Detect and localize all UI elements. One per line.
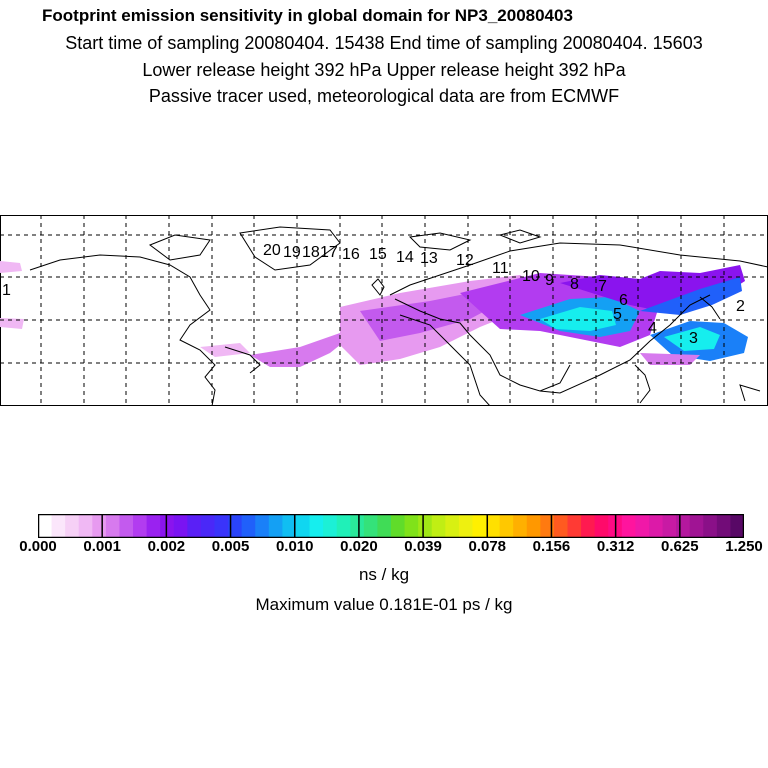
trajectory-label: 15 [369, 246, 387, 263]
colorbar-cell [350, 514, 365, 538]
colorbar-cell [282, 514, 297, 538]
colorbar-cell [133, 514, 148, 538]
colorbar-tick-label: 0.010 [275, 538, 314, 555]
trajectory-label: 11 [492, 260, 509, 277]
colorbar-cell [635, 514, 650, 538]
colorbar-cell [431, 514, 446, 538]
trajectory-label: 13 [420, 250, 438, 267]
colorbar-cell [445, 514, 460, 538]
colorbar-cell [418, 514, 433, 538]
colorbar-units: ns / kg [358, 565, 410, 584]
colorbar-cell [716, 514, 732, 538]
trajectory-label: 12 [456, 252, 474, 269]
colorbar-cell [594, 514, 609, 538]
colorbar-cell [78, 514, 93, 538]
trajectory-label: 1 [2, 282, 11, 299]
colorbar-cell [119, 514, 134, 538]
colorbar-cell [458, 514, 474, 538]
colorbar-cell [648, 514, 664, 538]
colorbar-cell [38, 514, 53, 538]
colorbar-cell [105, 514, 121, 538]
colorbar-cell [404, 514, 419, 538]
colorbar-cell [363, 514, 379, 538]
colorbar-cell [567, 514, 582, 538]
trajectory-label: 8 [570, 276, 579, 293]
trajectory-label: 7 [598, 278, 607, 295]
colorbar-cell [214, 514, 229, 538]
colorbar-tick-label: 0.039 [404, 538, 442, 555]
sampling-time-line: Start time of sampling 20080404. 15438 E… [65, 33, 703, 53]
colorbar-tick-label: 0.005 [211, 538, 250, 555]
footprint-map: 1 2 3 4 5 6 7 8 9 10 11 12 13 14 15 16 1… [0, 215, 768, 406]
colorbar-tick-label: 0.020 [340, 538, 378, 555]
colorbar-cell [662, 514, 677, 538]
colorbar-cell [377, 514, 392, 538]
trajectory-label: 20 [263, 242, 281, 259]
colorbar-cell [309, 514, 324, 538]
colorbar-cell [228, 514, 243, 538]
trajectory-label: 3 [689, 330, 698, 347]
colorbar-cell [703, 514, 718, 538]
trajectory-label: 19 [283, 244, 301, 261]
colorbar-cell [323, 514, 338, 538]
trajectory-label: 17 [320, 244, 338, 261]
release-height-line: Lower release height 392 hPa Upper relea… [142, 60, 626, 80]
colorbar-cell [255, 514, 270, 538]
trajectory-label: 4 [648, 320, 657, 337]
colorbar-cell [200, 514, 216, 538]
colorbar-cell [92, 514, 107, 538]
colorbar-tick-label: 0.002 [147, 538, 186, 555]
colorbar-cell [581, 514, 596, 538]
colorbar-cell [65, 514, 80, 538]
colorbar-tick-label: 0.078 [468, 538, 507, 555]
colorbar-tick-label: 0.312 [596, 538, 635, 555]
trajectory-label: 16 [342, 246, 360, 263]
colorbar-tick-label: 0.156 [532, 538, 571, 555]
colorbar [38, 514, 744, 538]
colorbar-cell [540, 514, 555, 538]
colorbar-tick-label: 0.001 [83, 538, 121, 555]
colorbar-cell [268, 514, 283, 538]
colorbar-cell [553, 514, 569, 538]
colorbar-cell [486, 514, 501, 538]
colorbar-cell [472, 514, 487, 538]
colorbar-cell [241, 514, 256, 538]
colorbar-cell [730, 514, 744, 538]
colorbar-cell [513, 514, 528, 538]
trajectory-label: 5 [613, 306, 622, 323]
colorbar-cell [295, 514, 311, 538]
colorbar-cell [173, 514, 188, 538]
colorbar-tick-label: 1.250 [725, 538, 763, 555]
colorbar-cell [526, 514, 541, 538]
max-value-text: Maximum value 0.181E-01 ps / kg [255, 595, 513, 614]
colorbar-cell [146, 514, 161, 538]
colorbar-cell [160, 514, 175, 538]
colorbar-cell [689, 514, 704, 538]
trajectory-label: 2 [736, 298, 745, 315]
map-title: Footprint emission sensitivity in global… [42, 6, 573, 25]
colorbar-cell [51, 514, 66, 538]
trajectory-label: 14 [396, 249, 414, 266]
coastlines [29, 226, 768, 406]
colorbar-cell [187, 514, 202, 538]
trajectory-labels: 1 2 3 4 5 6 7 8 9 10 11 12 13 14 15 16 1… [2, 242, 745, 347]
trajectory-label: 6 [619, 292, 628, 309]
colorbar-cell [676, 514, 691, 538]
colorbar-tick-label: 0.000 [19, 538, 57, 555]
colorbar-cell [336, 514, 351, 538]
tracer-info-line: Passive tracer used, meteorological data… [148, 86, 620, 106]
trajectory-label: 9 [545, 272, 554, 289]
trajectory-label: 18 [302, 244, 320, 261]
colorbar-cell [499, 514, 514, 538]
map-grid [0, 215, 768, 406]
trajectory-label: 10 [522, 268, 540, 285]
colorbar-tick-label: 0.625 [661, 538, 699, 555]
colorbar-cell [391, 514, 406, 538]
colorbar-cell [621, 514, 636, 538]
